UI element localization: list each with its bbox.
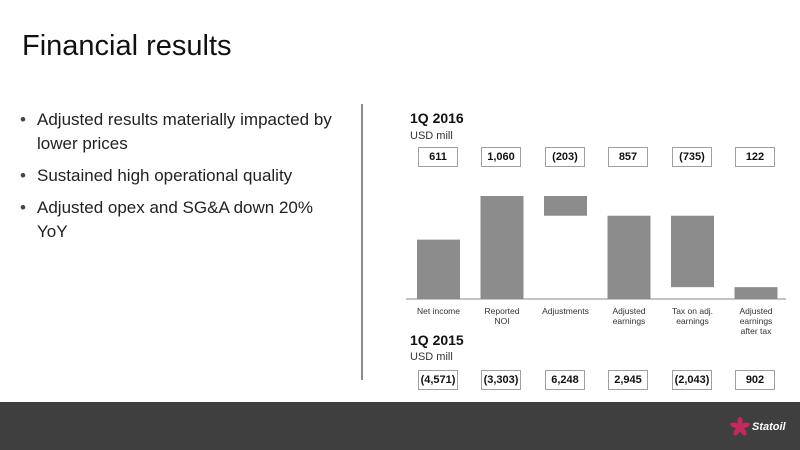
bar-group xyxy=(417,196,778,299)
bullet-text: Adjusted results materially impacted by … xyxy=(37,110,332,153)
value-box-2016: 1,060 xyxy=(481,147,521,167)
value-box-2015: 2,945 xyxy=(608,370,648,390)
bullet-item: • Sustained high operational quality xyxy=(20,164,340,188)
logo-petal xyxy=(733,426,741,436)
value-box-2016: 122 xyxy=(735,147,775,167)
category-label: Adjusted earnings xyxy=(612,306,645,326)
period-label-2016: 1Q 2016 xyxy=(410,110,464,126)
value-box-2016: 857 xyxy=(608,147,648,167)
logo-text: Statoil xyxy=(752,421,786,433)
category-label-group: Net income Reported NOI Adjustments Adjusted… xyxy=(417,306,773,336)
waterfall-bar xyxy=(671,215,714,288)
value-box-2015: 902 xyxy=(735,370,775,390)
statoil-logo: Statoil xyxy=(730,411,788,443)
value-box-2015: (4,571) xyxy=(418,370,458,390)
logo-petal xyxy=(730,422,741,429)
logo-petal xyxy=(739,422,750,429)
statoil-star-icon xyxy=(730,416,750,436)
category-label: Adjusted earnings after tax xyxy=(739,306,772,336)
bullet-text: Adjusted opex and SG&A down 20% YoY xyxy=(37,198,313,241)
waterfall-bar xyxy=(417,239,460,299)
category-label: Adjustments xyxy=(542,306,589,316)
category-label: Net income xyxy=(417,306,460,316)
value-box-2016: (735) xyxy=(672,147,712,167)
bullet-dot: • xyxy=(20,198,26,217)
bullet-dot: • xyxy=(20,166,26,185)
bullet-text: Sustained high operational quality xyxy=(37,166,293,185)
footer-bar: Statoil xyxy=(0,402,800,450)
bullet-item: • Adjusted opex and SG&A down 20% YoY xyxy=(20,196,340,244)
waterfall-bar xyxy=(480,196,524,299)
value-box-2016: (203) xyxy=(545,147,585,167)
waterfall-bar xyxy=(544,196,587,216)
bullet-item: • Adjusted results materially impacted by… xyxy=(20,108,340,156)
page-title: Financial results xyxy=(22,30,232,62)
logo-petal xyxy=(739,426,747,436)
category-label: Reported NOI xyxy=(485,306,520,326)
vertical-divider xyxy=(361,104,363,380)
value-box-2015: 6,248 xyxy=(545,370,585,390)
waterfall-bar xyxy=(734,287,778,299)
period-label-2015: 1Q 2015 xyxy=(410,332,464,348)
value-box-2015: (3,303) xyxy=(481,370,521,390)
unit-label-2015: USD mill xyxy=(410,351,453,363)
value-box-2015: (2,043) xyxy=(672,370,712,390)
waterfall-bar xyxy=(607,215,651,299)
bullet-dot: • xyxy=(20,110,26,129)
bullet-list: • Adjusted results materially impacted by… xyxy=(20,108,340,252)
value-box-2016: 611 xyxy=(418,147,458,167)
category-label: Tax on adj. earnings xyxy=(672,306,713,326)
unit-label-2016: USD mill xyxy=(410,130,453,142)
